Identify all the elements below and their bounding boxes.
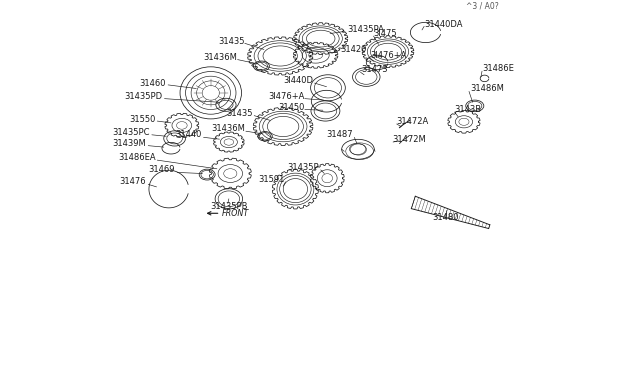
Text: 31435PB: 31435PB [210,202,248,211]
Text: 31435PD: 31435PD [125,92,163,101]
Text: 31460: 31460 [140,78,166,87]
Text: 31473: 31473 [362,65,388,74]
Text: 31486M: 31486M [470,84,504,93]
Text: 31472M: 31472M [392,135,426,144]
Text: 31436M: 31436M [203,53,237,62]
Text: 31435PA: 31435PA [347,25,384,35]
Text: 31435P: 31435P [287,163,319,172]
Text: ^3 / A0?: ^3 / A0? [467,2,499,11]
Text: 31486EA: 31486EA [118,154,156,163]
Text: 31435: 31435 [227,109,253,118]
Text: 31486E: 31486E [482,64,514,73]
Text: 31435: 31435 [218,37,244,46]
Text: 31480: 31480 [433,214,459,222]
Text: 31420: 31420 [340,45,366,54]
Text: FRONT: FRONT [221,209,249,218]
Text: 31550: 31550 [129,115,156,124]
Text: 3l475: 3l475 [374,29,397,38]
Text: 31440DA: 31440DA [424,20,463,29]
Text: 31440: 31440 [175,130,202,139]
Text: 31439M: 31439M [112,139,146,148]
Text: 31591: 31591 [258,175,285,184]
Text: 31476: 31476 [119,177,146,186]
Text: 31487: 31487 [326,130,353,139]
Text: 3143B: 3143B [454,105,481,114]
Text: 3l476+A: 3l476+A [370,51,406,60]
Text: 31469: 31469 [148,166,175,174]
Text: 31472A: 31472A [397,116,429,126]
Text: 31436M: 31436M [211,124,244,133]
Text: 31435PC: 31435PC [112,128,149,137]
Text: 3l476+A: 3l476+A [268,92,305,101]
Text: 3l440D: 3l440D [284,76,314,85]
Text: 31450: 31450 [278,103,305,112]
